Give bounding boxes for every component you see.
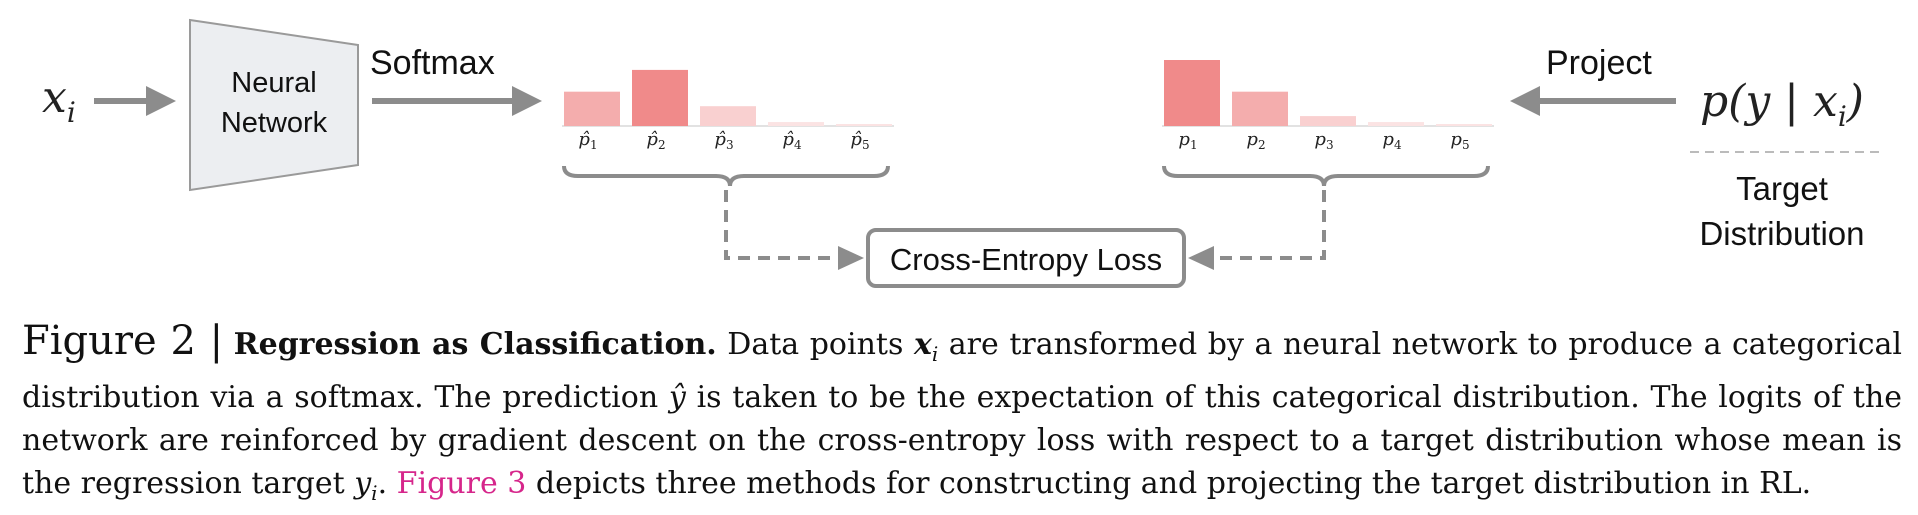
target-label-5: p5: [1450, 129, 1469, 152]
caption-text-3: is taken to be the expectation of this c…: [22, 380, 1902, 501]
caption-title: Regression as Classification.: [233, 327, 717, 362]
cross-entropy-loss-label: Cross-Entropy Loss: [890, 242, 1162, 277]
predicted-distribution: [562, 69, 894, 127]
project-label: Project: [1546, 44, 1652, 82]
predicted-brace: [562, 165, 890, 187]
target-bar-4: [1368, 122, 1424, 126]
project-arrow: [1510, 86, 1676, 116]
target-bar-3: [1300, 116, 1356, 126]
predicted-to-loss-arrow: [724, 190, 864, 270]
caption-text-2: are transformed by a neural network to p…: [22, 327, 1902, 415]
input-arrow: [94, 86, 176, 116]
figure-3-link[interactable]: Figure 3: [396, 466, 527, 501]
target-formula: p(y | xi): [1700, 76, 1864, 133]
target-formula-subscript: i: [1838, 100, 1847, 133]
target-label-line2: Distribution: [1699, 215, 1864, 252]
caption-text-4: .: [377, 466, 388, 501]
predicted-bar-5: [836, 124, 892, 126]
target-bar-1: [1164, 60, 1220, 126]
target-bar-2: [1232, 91, 1288, 126]
target-label-line1: Target: [1736, 170, 1828, 207]
target-distribution-bars: [1162, 60, 1494, 127]
predicted-bar-4: [768, 122, 824, 126]
target-label-3: p3: [1314, 129, 1333, 152]
target-bar-5: [1436, 124, 1492, 126]
caption-text-5: depicts three methods for constructing a…: [535, 466, 1812, 501]
input-variable: xi: [42, 72, 76, 129]
predicted-labels: p̂1 p̂2 p̂3 p̂4 p̂5: [578, 129, 869, 152]
target-label-4: p4: [1382, 129, 1402, 152]
target-label-2: p2: [1246, 129, 1265, 152]
predicted-bar-1: [564, 91, 620, 126]
predicted-label-4: p̂4: [782, 129, 802, 152]
input-variable-subscript: i: [67, 96, 76, 129]
math-yhat: ŷ: [668, 380, 686, 415]
target-brace: [1162, 165, 1490, 187]
predicted-bar-2: [632, 69, 688, 126]
math-x: xi: [913, 327, 939, 366]
math-y: yi: [354, 466, 378, 505]
predicted-label-2: p̂2: [646, 129, 665, 152]
network-label-line2: Network: [221, 107, 328, 139]
figure-caption: Figure 2 | Regression as Classification.…: [22, 320, 1902, 515]
regression-classification-diagram: xi Neural Network Softmax p̂1 p̂2 p̂3 p̂4 p̂…: [42, 18, 1880, 288]
cross-entropy-loss-box: Cross-Entropy Loss: [866, 228, 1186, 288]
predicted-label-5: p̂5: [850, 129, 869, 152]
target-labels: p1 p2 p3 p4 p5: [1178, 129, 1469, 152]
target-label-1: p1: [1178, 129, 1197, 152]
softmax-label: Softmax: [370, 44, 495, 82]
neural-network-box: Neural Network: [189, 18, 359, 192]
caption-text-1: Data points: [727, 327, 904, 362]
target-to-loss-arrow: [1188, 190, 1326, 270]
softmax-arrow: [372, 86, 542, 116]
predicted-label-3: p̂3: [714, 129, 733, 152]
predicted-bar-3: [700, 106, 756, 126]
figure-label: Figure 2 |: [22, 318, 224, 364]
predicted-label-1: p̂1: [578, 129, 597, 152]
network-label-line1: Neural: [231, 67, 316, 99]
